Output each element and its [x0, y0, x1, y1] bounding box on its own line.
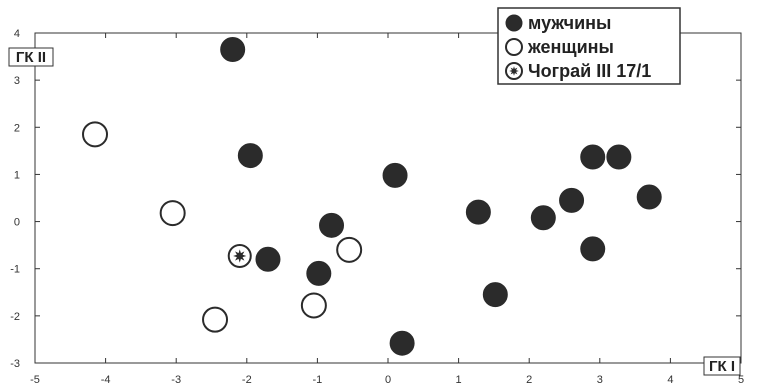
data-point [636, 184, 662, 210]
data-point [382, 162, 408, 188]
y-tick-label: -1 [10, 264, 20, 276]
data-point [580, 236, 606, 262]
data-point [482, 282, 508, 308]
data-point [202, 306, 229, 333]
y-tick-label: 0 [14, 217, 20, 229]
data-point [389, 330, 415, 356]
y-tick-labels: -3 -2 -1 0 1 2 3 4 [10, 28, 20, 370]
data-point [159, 200, 186, 227]
data-point [227, 243, 252, 268]
x-tick-label: 1 [456, 374, 462, 385]
y-tick-label: 3 [14, 75, 20, 87]
x-tick-label: -3 [171, 374, 181, 385]
legend-marker [505, 62, 523, 80]
x-tick-labels: -5 -4 -3 -2 -1 0 1 2 3 4 5 [30, 374, 744, 385]
data-point [606, 144, 632, 170]
legend-label: мужчины [528, 13, 611, 33]
x-tick-label: -5 [30, 374, 40, 385]
legend-label: женщины [527, 37, 614, 57]
y-axis-label: ГК II [16, 49, 46, 66]
x-tick-label: 3 [597, 374, 603, 385]
data-point [237, 143, 263, 169]
x-tick-label: 0 [385, 374, 391, 385]
y-tick-label: -3 [10, 358, 20, 370]
data-point-star [233, 249, 247, 263]
x-tick-label: -2 [242, 374, 252, 385]
x-axis-label: ГК I [709, 358, 735, 375]
data-point [220, 37, 246, 62]
data-point [300, 292, 327, 319]
y-tick-label: 2 [14, 122, 20, 134]
y-axis-label-box: ГК II [8, 47, 54, 67]
x-tick-label: 5 [738, 374, 744, 385]
x-axis-label-box: ГК I [703, 356, 741, 376]
data-point [530, 205, 556, 231]
y-tick-label: 1 [14, 169, 20, 181]
x-tick-label: 4 [667, 374, 673, 385]
data-point [336, 236, 363, 263]
legend-box [497, 7, 681, 85]
x-tick-label: -1 [313, 374, 323, 385]
data-points [82, 37, 662, 356]
x-tick-label: 2 [526, 374, 532, 385]
data-point [82, 121, 109, 148]
legend-marker [505, 14, 523, 32]
legend: мужчины женщины Чограй III 17/1 [497, 7, 681, 85]
data-point [465, 199, 491, 225]
x-tick-label: -4 [101, 374, 111, 385]
y-tick-label: -2 [10, 311, 20, 323]
legend-marker [505, 38, 523, 56]
y-tick-label: 4 [14, 28, 20, 40]
data-point [306, 260, 332, 286]
data-point [319, 212, 345, 238]
data-point [559, 187, 585, 213]
legend-label: Чограй III 17/1 [528, 61, 651, 81]
data-point [255, 246, 281, 272]
legend-marker-star [509, 66, 519, 76]
data-point [580, 144, 606, 170]
